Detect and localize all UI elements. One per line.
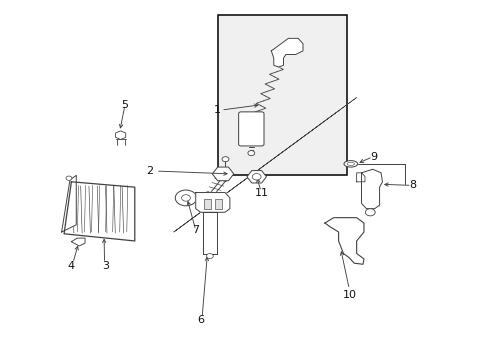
Circle shape: [222, 157, 228, 162]
Text: 9: 9: [369, 152, 377, 162]
Text: 8: 8: [408, 180, 415, 190]
Text: 5: 5: [122, 100, 128, 110]
Polygon shape: [71, 238, 85, 246]
Polygon shape: [61, 175, 76, 232]
Text: 1: 1: [214, 105, 221, 115]
Polygon shape: [325, 218, 363, 264]
Polygon shape: [195, 193, 229, 212]
Polygon shape: [271, 39, 303, 67]
FancyBboxPatch shape: [238, 112, 264, 146]
Circle shape: [247, 150, 254, 156]
Text: 7: 7: [192, 225, 199, 235]
Circle shape: [252, 174, 261, 180]
Bar: [214, 199, 221, 210]
Bar: [203, 199, 210, 210]
Text: 11: 11: [254, 188, 268, 198]
Text: 10: 10: [342, 290, 356, 300]
Circle shape: [181, 195, 190, 201]
Circle shape: [66, 176, 72, 180]
Circle shape: [206, 253, 213, 258]
Text: 3: 3: [102, 261, 109, 271]
Polygon shape: [356, 173, 364, 182]
Text: 6: 6: [197, 315, 203, 325]
Ellipse shape: [343, 161, 357, 167]
Bar: [203, 212, 216, 253]
Circle shape: [365, 209, 374, 216]
Bar: [217, 15, 346, 175]
Polygon shape: [361, 169, 382, 209]
Ellipse shape: [346, 162, 354, 166]
Polygon shape: [64, 182, 135, 241]
Circle shape: [175, 190, 196, 206]
Text: 2: 2: [145, 166, 153, 176]
Text: 4: 4: [68, 261, 75, 271]
